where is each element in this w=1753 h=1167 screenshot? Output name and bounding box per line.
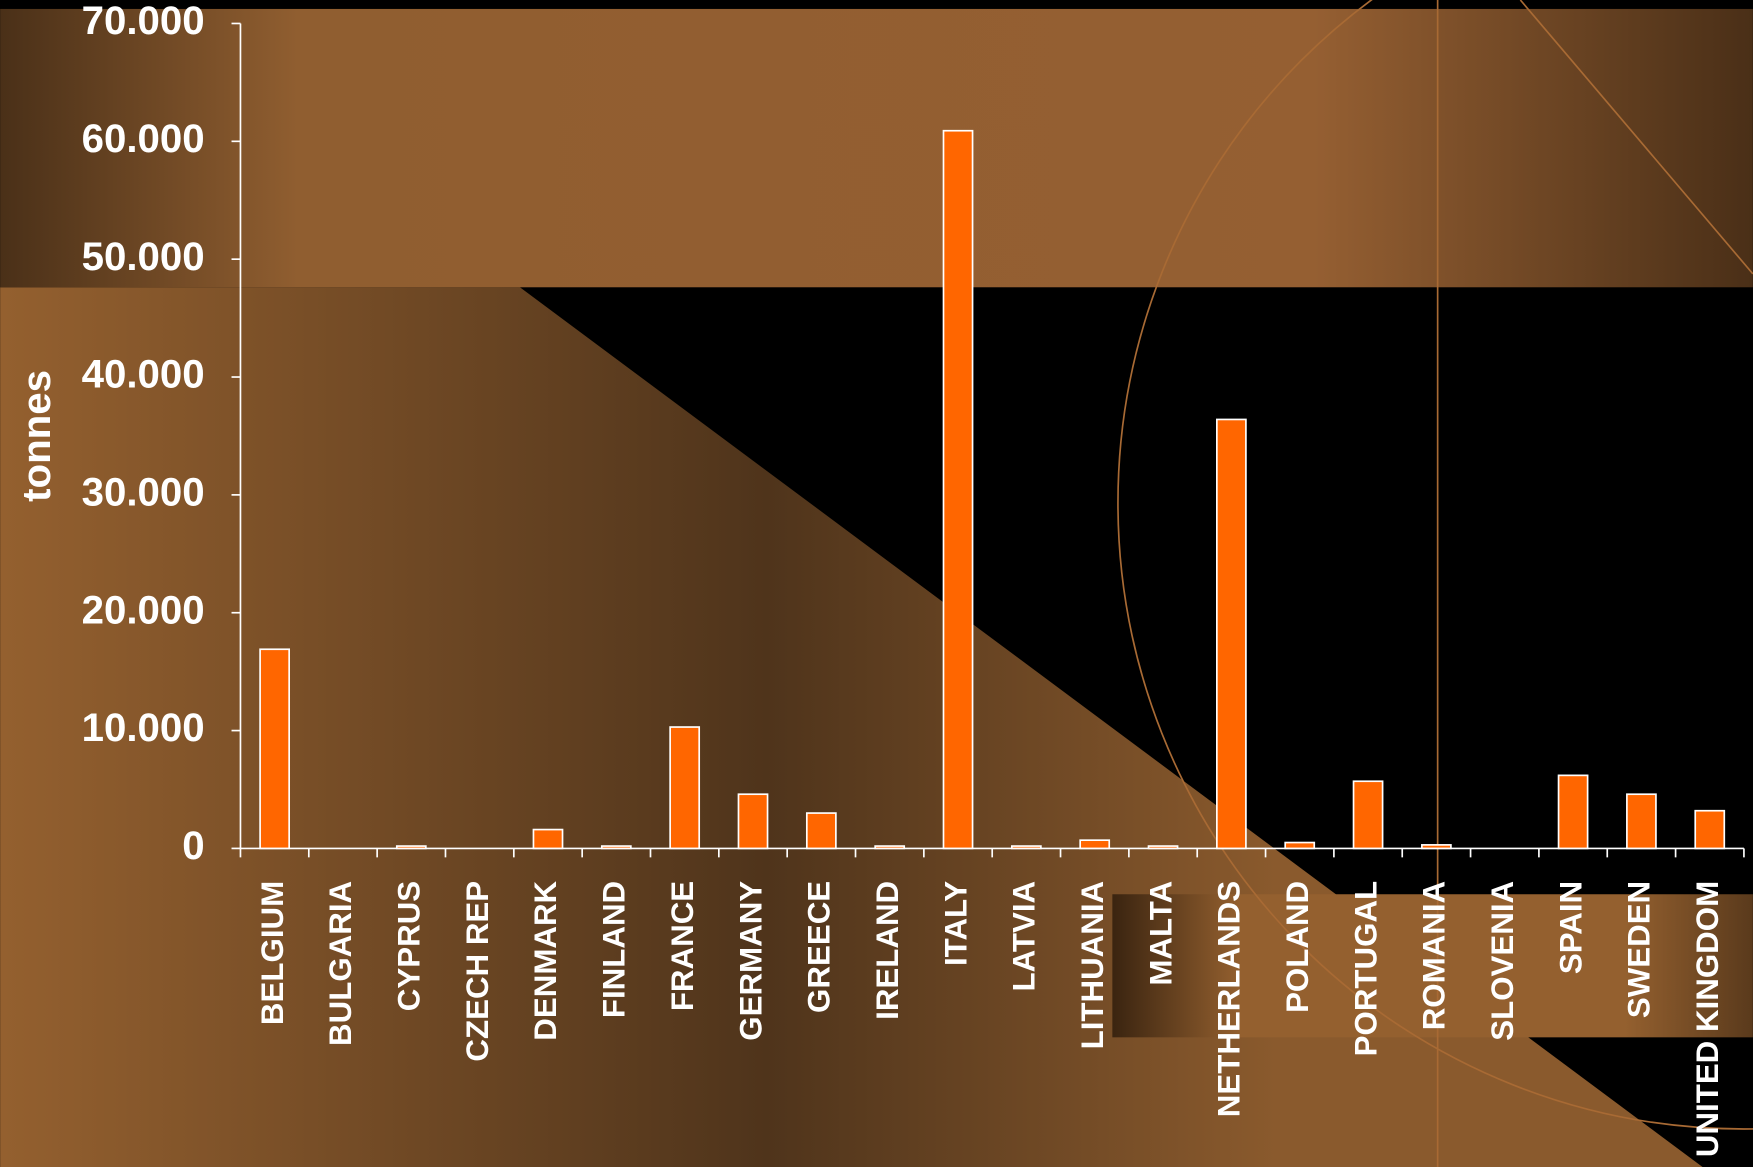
bar <box>395 845 427 850</box>
x-tick-label: NETHERLANDS <box>1212 881 1247 1117</box>
x-tick-label: GERMANY <box>733 881 768 1041</box>
bar <box>600 845 632 850</box>
bar <box>669 726 701 850</box>
bar <box>259 648 291 850</box>
x-tick-label: POLAND <box>1280 881 1315 1013</box>
bar <box>737 793 769 850</box>
y-axis-label: tonnes <box>14 370 59 502</box>
x-tick-label: FINLAND <box>597 881 632 1018</box>
y-tick-label: 0 <box>182 823 204 868</box>
bar <box>1147 845 1179 850</box>
x-tick-label: BULGARIA <box>323 881 358 1046</box>
y-tick-label: 30.000 <box>82 469 205 514</box>
bg-strip <box>1112 894 1753 1038</box>
x-tick-label: LITHUANIA <box>1075 881 1110 1050</box>
x-tick-label: DENMARK <box>528 880 563 1040</box>
x-tick-label: CZECH REP <box>460 881 495 1062</box>
y-tick-label: 60.000 <box>82 116 205 161</box>
x-tick-label: SWEDEN <box>1622 881 1657 1018</box>
y-tick-label: 50.000 <box>82 234 205 279</box>
bar <box>1216 418 1247 850</box>
y-tick-label: 40.000 <box>82 352 205 397</box>
x-tick-label: FRANCE <box>665 881 700 1011</box>
x-tick-label: GREECE <box>802 881 837 1013</box>
x-tick-label: PORTUGAL <box>1348 881 1383 1057</box>
x-tick-label: ROMANIA <box>1417 881 1452 1030</box>
bar <box>1421 844 1452 850</box>
y-tick-label: 20.000 <box>82 587 205 632</box>
bar <box>1079 839 1111 850</box>
x-tick-label: MALTA <box>1143 881 1178 986</box>
bar <box>1557 774 1589 850</box>
bar <box>1284 841 1316 850</box>
x-tick-label: UNITED KINGDOM <box>1690 881 1725 1157</box>
bg-arc <box>1117 0 1753 1130</box>
x-tick-label: LATVIA <box>1007 881 1042 992</box>
y-tick-label: 70.000 <box>82 0 205 43</box>
bar <box>942 129 974 850</box>
bar <box>532 828 564 850</box>
x-tick-label: SLOVENIA <box>1485 881 1520 1041</box>
bar <box>1694 809 1726 850</box>
bar <box>805 812 837 850</box>
bar <box>874 845 906 850</box>
y-tick-label: 10.000 <box>82 705 205 750</box>
bar <box>1010 845 1042 850</box>
bar <box>1352 780 1384 850</box>
x-tick-label: ITALY <box>938 881 973 966</box>
x-tick-label: SPAIN <box>1553 881 1588 974</box>
x-tick-label: IRELAND <box>870 881 905 1020</box>
x-tick-label: BELGIUM <box>255 881 290 1025</box>
x-tick-label: CYPRUS <box>392 881 427 1011</box>
bar <box>1626 793 1657 850</box>
bg-line <box>1519 0 1753 275</box>
bg-band <box>0 8 1753 288</box>
